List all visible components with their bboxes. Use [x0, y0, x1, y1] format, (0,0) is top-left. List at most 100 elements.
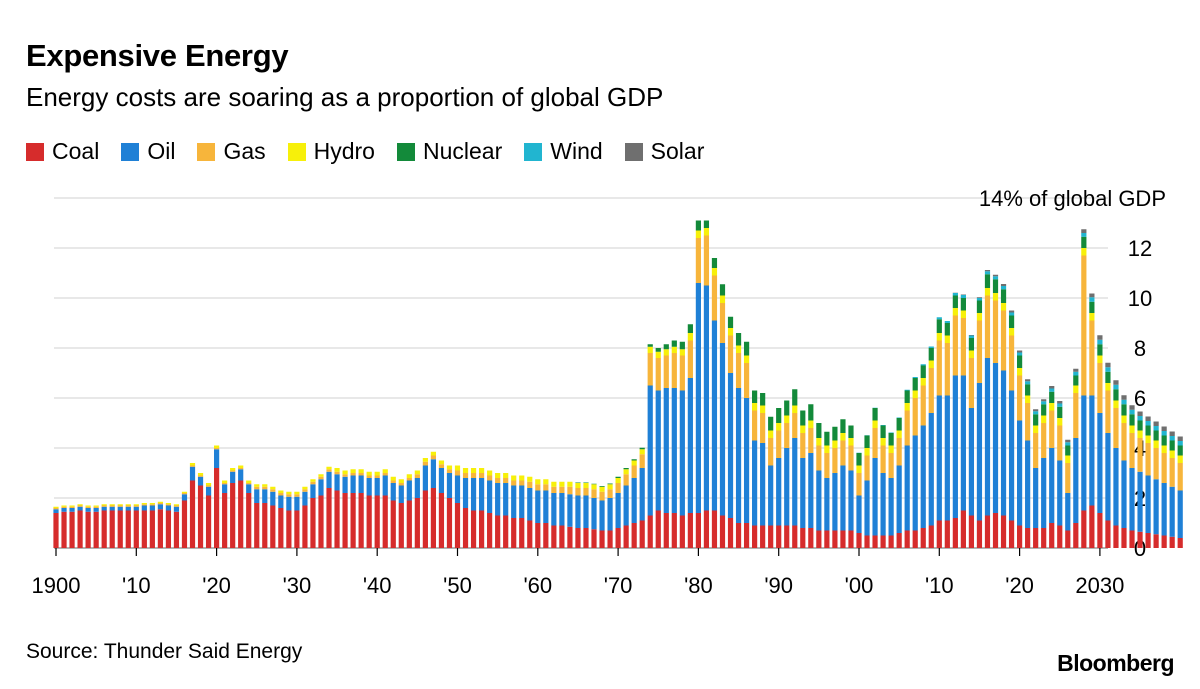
bar-gas-1911 — [141, 504, 147, 506]
bar-wind-2012 — [952, 293, 958, 296]
bar-solar-2031 — [1105, 362, 1111, 368]
bar-gas-1999 — [848, 445, 854, 471]
bar-hydro-1960 — [535, 479, 541, 485]
bar-oil-2026 — [1065, 493, 1071, 531]
bar-oil-1913 — [157, 504, 163, 510]
bar-nuclear-2016 — [984, 274, 991, 288]
bar-gas-2038 — [1161, 453, 1167, 483]
bar-coal-1987 — [752, 525, 758, 548]
bar-coal-1912 — [149, 510, 155, 548]
bar-hydro-1906 — [101, 504, 107, 506]
x-tick-label: '20 — [1005, 573, 1034, 598]
bar-hydro-1996 — [824, 445, 830, 453]
bar-wind-2023 — [1041, 401, 1047, 405]
bar-oil-1946 — [422, 465, 428, 491]
bar-hydro-2004 — [888, 445, 894, 453]
bar-gas-1930 — [294, 494, 300, 497]
bar-coal-1995 — [816, 530, 822, 548]
bar-oil-2009 — [928, 413, 934, 526]
bar-gas-2031 — [1105, 390, 1111, 433]
bar-oil-1957 — [511, 485, 517, 518]
bar-gas-1931 — [302, 489, 308, 492]
bar-hydro-1922 — [230, 468, 236, 471]
bar-gas-1927 — [270, 489, 276, 492]
bar-hydro-1942 — [390, 476, 396, 481]
bar-hydro-2015 — [976, 313, 983, 321]
bar-gas-1942 — [390, 480, 396, 483]
bar-gas-1991 — [784, 423, 790, 448]
bar-oil-1915 — [173, 506, 180, 512]
legend-label-wind: Wind — [550, 138, 603, 164]
bar-gas-1977 — [671, 353, 677, 388]
bar-solar-2035 — [1137, 411, 1143, 416]
bar-oil-1969 — [607, 498, 613, 531]
bar-nuclear-1970 — [615, 476, 621, 478]
bar-gas-2040 — [1177, 463, 1183, 491]
bar-hydro-2021 — [1025, 395, 1031, 403]
bar-hydro-1936 — [342, 470, 348, 475]
bar-gas-2023 — [1041, 423, 1047, 458]
bar-coal-1998 — [840, 530, 846, 548]
legend-item-oil: Oil — [121, 138, 175, 165]
bar-wind-2031 — [1105, 367, 1111, 372]
bar-coal-1908 — [117, 510, 123, 548]
legend-swatch-nuclear — [396, 142, 415, 161]
bar-wind-2038 — [1161, 431, 1167, 436]
bar-gas-2021 — [1025, 403, 1031, 441]
bar-nuclear-2025 — [1057, 406, 1063, 418]
legend-label-coal: Coal — [52, 138, 100, 164]
bar-oil-1943 — [398, 485, 404, 503]
bar-gas-1912 — [149, 504, 155, 506]
bar-coal-1999 — [848, 530, 854, 548]
bar-hydro-1927 — [270, 486, 276, 490]
bar-gas-2028 — [1081, 255, 1087, 396]
bar-gas-1996 — [824, 453, 830, 478]
bar-hydro-1901 — [61, 505, 67, 507]
bar-oil-2008 — [920, 425, 926, 528]
chart-subtitle: Energy costs are soaring as a proportion… — [26, 82, 664, 112]
bar-hydro-2038 — [1161, 445, 1167, 453]
bar-oil-2010 — [936, 395, 942, 521]
bar-coal-1919 — [205, 495, 212, 548]
bar-coal-2031 — [1105, 520, 1111, 548]
bar-oil-2031 — [1105, 433, 1111, 521]
bar-coal-1925 — [254, 503, 260, 548]
bar-coal-1989 — [768, 525, 774, 548]
legend-item-coal: Coal — [26, 138, 99, 165]
bar-hydro-1926 — [262, 484, 268, 487]
bar-gas-1994 — [808, 428, 814, 453]
bar-oil-1984 — [727, 373, 734, 518]
bar-gas-1932 — [310, 481, 316, 485]
bar-hydro-2019 — [1008, 328, 1015, 336]
bar-oil-2005 — [896, 465, 902, 533]
bar-hydro-1946 — [422, 458, 428, 462]
bar-nuclear-1975 — [655, 348, 661, 352]
bar-gas-1925 — [254, 486, 260, 490]
bar-gas-2024 — [1049, 410, 1055, 448]
bar-hydro-1914 — [165, 503, 172, 505]
legend-label-hydro: Hydro — [313, 138, 375, 164]
bar-nuclear-1968 — [599, 486, 605, 487]
bar-hydro-2027 — [1073, 385, 1079, 393]
bar-oil-1983 — [719, 343, 726, 516]
bar-coal-2035 — [1137, 531, 1143, 548]
bar-oil-2039 — [1169, 486, 1175, 537]
bar-coal-1981 — [703, 510, 710, 548]
bar-coal-1956 — [503, 515, 509, 548]
bar-hydro-2025 — [1057, 418, 1063, 426]
bar-gas-1968 — [599, 491, 605, 501]
bar-hydro-1902 — [69, 505, 75, 507]
bar-coal-2009 — [928, 525, 934, 548]
bar-gas-2008 — [920, 385, 926, 426]
bar-coal-1939 — [366, 495, 372, 548]
bar-solar-2033 — [1121, 395, 1127, 400]
bar-nuclear-1989 — [768, 416, 774, 431]
bar-gas-1904 — [85, 506, 91, 508]
bar-solar-2021 — [1025, 379, 1031, 382]
bar-nuclear-2015 — [976, 300, 983, 313]
bar-wind-2004 — [888, 432, 894, 433]
bar-wind-2021 — [1025, 381, 1031, 385]
bar-oil-2004 — [888, 478, 894, 536]
bar-hydro-1965 — [575, 483, 581, 488]
bar-oil-2037 — [1153, 479, 1159, 535]
